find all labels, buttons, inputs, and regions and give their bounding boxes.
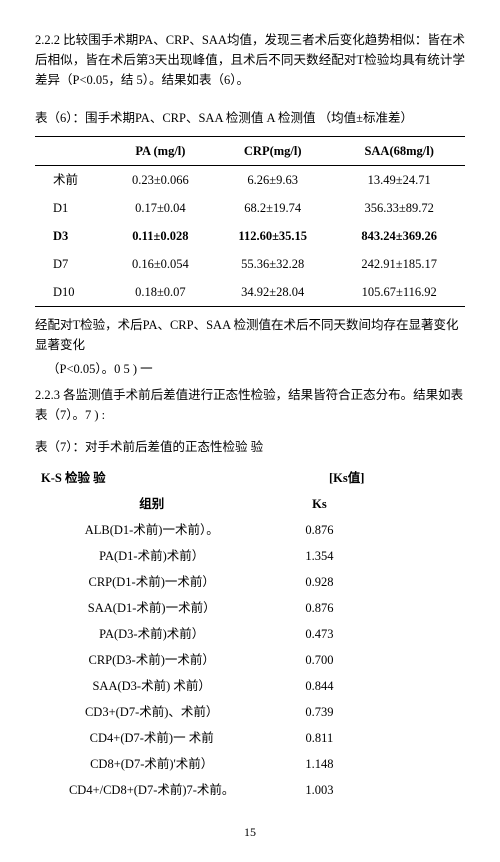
table7-group-header: 组别 [35,491,268,517]
table6-r3-pa: 0.16±0.054 [109,250,212,278]
table7-r2-v: 0.928 [268,569,370,595]
table7-r4-v: 0.473 [268,621,370,647]
table6-r2-crp: 112.60±35.15 [212,222,333,250]
table7-r0-g: ALB(D1-术前)一术前）。 [35,517,268,543]
paragraph-2-2-2: 2.2.2 比较围手术期PA、CRP、SAA均值，发现三者术后变化趋势相似：皆在… [35,30,465,90]
table7-r10-v: 1.003 [268,777,370,803]
table6-r1-saa: 356.33±89.72 [333,194,465,222]
table7-r3-v: 0.876 [268,595,370,621]
table6-h1: PA (mg/l) [109,137,212,166]
table6-h0 [35,137,109,166]
table6-r2-pa: 0.11±0.028 [109,222,212,250]
table6-h3: SAA(68mg/l) [333,137,465,166]
table6-r3-crp: 55.36±32.28 [212,250,333,278]
table7-caption: 表（7）：对手术前后差值的正态性检验 验 [35,437,465,457]
table7-r2-g: CRP(D1-术前)一术前） [35,569,268,595]
table7-r6-v: 0.844 [268,673,370,699]
table7-r9-g: CD8+(D7-术前)'术前） [35,751,268,777]
page-number: 15 [35,823,465,842]
table7-r6-g: SAA(D3-术前) 术前） [35,673,268,699]
table6-r0-saa: 13.49±24.71 [333,166,465,195]
table6-r3-label: D7 [35,250,109,278]
table7-r0-v: 0.876 [268,517,370,543]
table6-caption: 表（6）：围手术期PA、CRP、SAA 检测值 A 检测值 （均值±标准差） [35,108,465,128]
table7-r1-v: 1.354 [268,543,370,569]
post-table6-line-a: 经配对T检验，术后PA、CRP、SAA 检测值在术后不同天数间均存在显著变化 显… [35,315,465,355]
table7-r7-v: 0.739 [268,699,370,725]
table6: PA (mg/l) CRP(mg/l) SAA(68mg/l) 术前 0.23±… [35,136,465,307]
table7-val-header: Ks [268,491,370,517]
table7-r8-g: CD4+(D7-术前)一 术前 [35,725,268,751]
table6-r3-saa: 242.91±185.17 [333,250,465,278]
table7-r8-v: 0.811 [268,725,370,751]
table6-r4-pa: 0.18±0.07 [109,278,212,307]
table6-r2-saa: 843.24±369.26 [333,222,465,250]
post-table6-line-b: （P<0.05）。0 5 ) 一 [35,359,465,379]
table6-r4-saa: 105.67±116.92 [333,278,465,307]
table7-r1-g: PA(D1-术前)术前） [35,543,268,569]
table7-r7-g: CD3+(D7-术前)、术前） [35,699,268,725]
table6-r0-pa: 0.23±0.066 [109,166,212,195]
table7-r4-g: PA(D3-术前)术前） [35,621,268,647]
table7: K-S 检验 验 [Ks值] 组别 Ks ALB(D1-术前)一术前）。 0.8… [35,465,370,803]
table7-r9-v: 1.148 [268,751,370,777]
table6-r0-crp: 6.26±9.63 [212,166,333,195]
section-2-2-3: 2.2.3 各监测值手术前后差值进行正态性检验，结果皆符合正态分布。结果如表表（… [35,385,465,425]
table6-r1-label: D1 [35,194,109,222]
table6-r1-pa: 0.17±0.04 [109,194,212,222]
table6-r4-label: D10 [35,278,109,307]
table6-r2-label: D3 [35,222,109,250]
table6-r0-label: 术前 [35,166,109,195]
table7-r10-g: CD4+/CD8+(D7-术前)7-术前。 [35,777,268,803]
table7-ks-col: [Ks值] [268,465,370,491]
table7-r5-g: CRP(D3-术前)一术前） [35,647,268,673]
table6-r4-crp: 34.92±28.04 [212,278,333,307]
table7-r5-v: 0.700 [268,647,370,673]
table7-r3-g: SAA(D1-术前)一术前） [35,595,268,621]
table6-h2: CRP(mg/l) [212,137,333,166]
table7-ks-title: K-S 检验 验 [35,465,268,491]
table6-r1-crp: 68.2±19.74 [212,194,333,222]
